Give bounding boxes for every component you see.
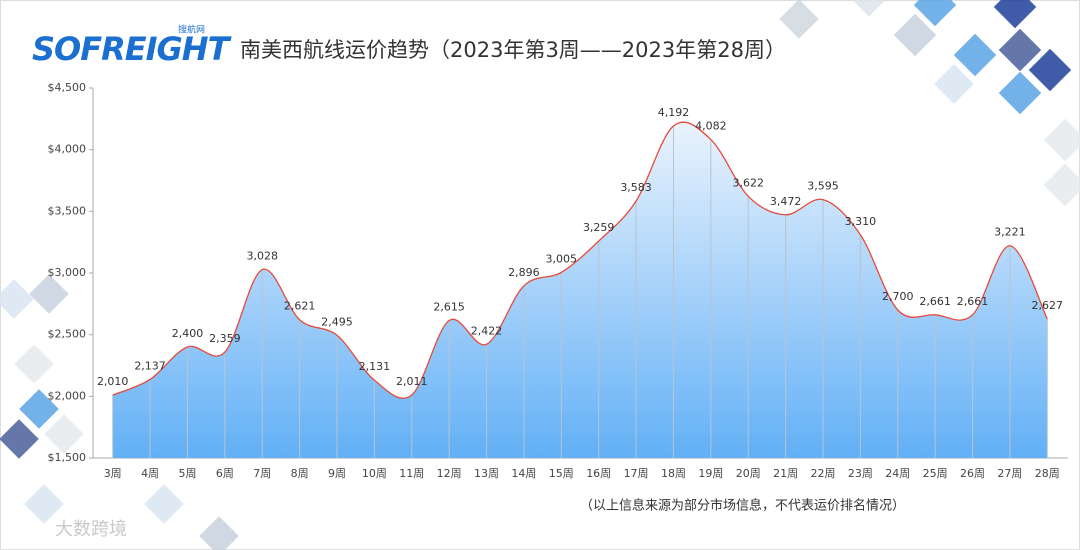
- x-tick-label: 13周: [474, 467, 499, 480]
- data-label: 2,422: [471, 324, 503, 337]
- footnote: （以上信息来源为部分市场信息，不代表运价排名情况）: [580, 498, 905, 514]
- x-tick-label: 9周: [328, 467, 346, 480]
- data-label: 2,700: [882, 290, 914, 303]
- data-label: 2,010: [97, 375, 129, 388]
- data-label: 4,192: [658, 106, 690, 119]
- y-tick-label: $4,000: [48, 143, 87, 156]
- data-label: 2,621: [284, 300, 316, 313]
- y-tick-label: $2,500: [48, 328, 87, 341]
- x-tick-label: 18周: [661, 467, 686, 480]
- x-tick-label: 20周: [736, 467, 761, 480]
- line: [112, 121, 1048, 399]
- data-label: 3,221: [994, 226, 1026, 239]
- logo: SOFREIGHT: [32, 30, 232, 68]
- x-tick-label: 11周: [399, 467, 424, 480]
- x-tick-label: 21周: [773, 467, 798, 480]
- x-tick-label: 23周: [848, 467, 873, 480]
- x-tick-label: 14周: [511, 467, 536, 480]
- data-label: 3,310: [845, 215, 877, 228]
- x-tick-label: 28周: [1035, 467, 1060, 480]
- data-label: 2,137: [134, 359, 166, 372]
- data-label: 2,011: [396, 375, 428, 388]
- logo-sub: 搜航网: [178, 24, 205, 36]
- data-label: 4,082: [695, 120, 727, 133]
- data-label: 2,131: [359, 360, 391, 373]
- x-tick-label: 27周: [997, 467, 1022, 480]
- x-tick-label: 6周: [216, 467, 234, 480]
- x-tick-label: 16周: [586, 467, 611, 480]
- y-tick-label: $3,000: [48, 266, 87, 279]
- data-label: 2,661: [919, 295, 951, 308]
- data-label: 2,661: [957, 295, 989, 308]
- data-label: 2,615: [433, 300, 465, 313]
- x-tick-label: 25周: [923, 467, 948, 480]
- data-label: 2,627: [1032, 299, 1064, 312]
- x-tick-label: 17周: [624, 467, 649, 480]
- area-fill: [112, 122, 1048, 459]
- data-label: 2,896: [508, 266, 540, 279]
- data-label: 2,495: [321, 315, 353, 328]
- x-tick-label: 3周: [104, 467, 122, 480]
- data-label: 2,359: [209, 332, 241, 345]
- x-tick-label: 24周: [885, 467, 910, 480]
- y-tick-label: $3,500: [48, 204, 87, 217]
- x-tick-label: 26周: [960, 467, 985, 480]
- x-tick-label: 8周: [291, 467, 309, 480]
- data-label: 3,472: [770, 195, 802, 208]
- data-label: 3,028: [246, 250, 278, 263]
- x-tick-label: 4周: [141, 467, 159, 480]
- x-tick-label: 12周: [437, 467, 462, 480]
- data-label: 3,622: [732, 176, 764, 189]
- x-tick-label: 5周: [178, 467, 196, 480]
- data-label: 3,583: [620, 181, 652, 194]
- x-tick-label: 10周: [362, 467, 387, 480]
- data-label: 3,259: [583, 221, 615, 234]
- y-tick-label: $4,500: [48, 81, 87, 94]
- x-tick-label: 7周: [253, 467, 271, 480]
- y-tick-label: $1,500: [48, 451, 87, 464]
- x-tick-label: 22周: [811, 467, 836, 480]
- x-tick-label: 15周: [549, 467, 574, 480]
- data-label: 2,400: [172, 327, 204, 340]
- chart-title: 南美西航线运价趋势（2023年第3周——2023年第28周）: [240, 38, 786, 62]
- data-label: 3,595: [807, 180, 839, 193]
- x-tick-label: 19周: [698, 467, 723, 480]
- watermark: 大数跨境: [55, 519, 127, 540]
- data-label: 3,005: [546, 252, 578, 265]
- y-tick-label: $2,000: [48, 389, 87, 402]
